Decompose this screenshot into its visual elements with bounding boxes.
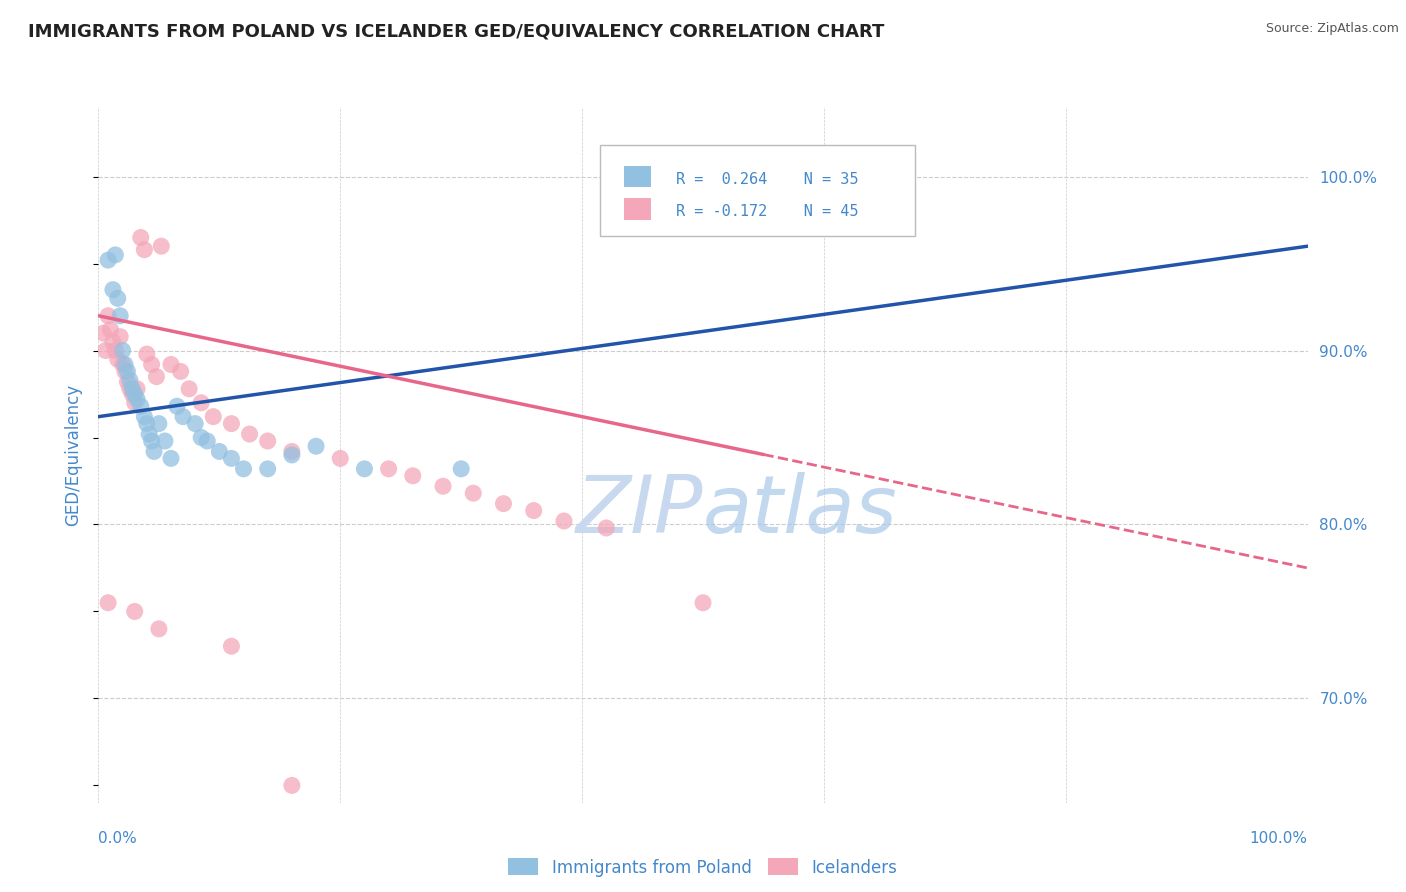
Point <box>141 434 163 448</box>
Point <box>97 596 120 610</box>
Point <box>104 248 127 262</box>
Point <box>114 358 136 372</box>
Point <box>221 451 243 466</box>
Point <box>134 409 156 424</box>
Point <box>256 434 278 448</box>
Point <box>221 417 243 431</box>
Point <box>353 462 375 476</box>
FancyBboxPatch shape <box>624 198 651 219</box>
Point <box>190 431 212 445</box>
Text: atlas: atlas <box>703 472 898 549</box>
Point <box>239 427 262 442</box>
Point <box>129 399 152 413</box>
Point <box>179 382 201 396</box>
Text: 100.0%: 100.0% <box>1250 830 1308 846</box>
Text: ZIP: ZIP <box>575 472 703 549</box>
Point <box>172 409 194 424</box>
Text: R = -0.172    N = 45: R = -0.172 N = 45 <box>676 204 859 219</box>
Point <box>111 343 134 358</box>
Text: Source: ZipAtlas.com: Source: ZipAtlas.com <box>1265 22 1399 36</box>
Point <box>492 497 515 511</box>
Point <box>121 382 143 396</box>
Point <box>97 309 120 323</box>
Point <box>463 486 485 500</box>
Point <box>104 343 127 358</box>
Point <box>148 622 170 636</box>
Point <box>97 253 120 268</box>
Point <box>305 439 328 453</box>
Point <box>117 375 139 389</box>
Point <box>329 451 352 466</box>
Point <box>143 444 166 458</box>
Point <box>377 462 399 476</box>
Point <box>789 178 811 193</box>
Point <box>135 347 157 361</box>
Point <box>141 358 163 372</box>
Text: R =  0.264    N = 35: R = 0.264 N = 35 <box>676 172 859 187</box>
Point <box>160 451 183 466</box>
FancyBboxPatch shape <box>600 145 915 235</box>
Point <box>108 329 131 343</box>
Point <box>100 323 122 337</box>
Point <box>118 373 141 387</box>
Point <box>195 434 218 448</box>
Point <box>160 358 183 372</box>
Point <box>190 396 212 410</box>
Point <box>117 364 139 378</box>
Point <box>114 364 136 378</box>
Point <box>432 479 454 493</box>
Point <box>124 387 146 401</box>
Point <box>595 521 617 535</box>
Point <box>281 778 304 792</box>
Point <box>402 468 425 483</box>
Point <box>281 444 304 458</box>
Point <box>281 448 304 462</box>
Point <box>450 462 472 476</box>
FancyBboxPatch shape <box>624 166 651 187</box>
Text: IMMIGRANTS FROM POLAND VS ICELANDER GED/EQUIVALENCY CORRELATION CHART: IMMIGRANTS FROM POLAND VS ICELANDER GED/… <box>28 22 884 40</box>
Point <box>256 462 278 476</box>
Point <box>101 334 124 349</box>
Point <box>169 364 191 378</box>
Point <box>692 596 714 610</box>
Y-axis label: GED/Equivalency: GED/Equivalency <box>65 384 83 526</box>
Point <box>184 417 207 431</box>
Point <box>150 239 173 253</box>
Point <box>107 352 129 367</box>
Point <box>208 444 231 458</box>
Point <box>134 243 156 257</box>
Point <box>166 399 188 413</box>
Point <box>111 358 134 372</box>
Point <box>91 326 114 341</box>
Point <box>148 417 170 431</box>
Point <box>118 382 141 396</box>
Point <box>232 462 254 476</box>
Point <box>127 392 149 407</box>
Point <box>221 640 243 654</box>
Point <box>553 514 575 528</box>
Point <box>121 387 143 401</box>
Point <box>107 291 129 305</box>
Point <box>153 434 176 448</box>
Point <box>523 503 546 517</box>
Point <box>101 283 124 297</box>
Point <box>129 230 152 244</box>
Text: 0.0%: 0.0% <box>98 830 138 846</box>
Point <box>94 343 117 358</box>
Point <box>108 309 131 323</box>
Point <box>127 382 149 396</box>
Point <box>124 604 146 618</box>
Point <box>124 396 146 410</box>
Point <box>202 409 225 424</box>
Point <box>135 417 157 431</box>
Point <box>145 369 167 384</box>
Legend: Immigrants from Poland, Icelanders: Immigrants from Poland, Icelanders <box>501 850 905 885</box>
Point <box>138 427 160 442</box>
